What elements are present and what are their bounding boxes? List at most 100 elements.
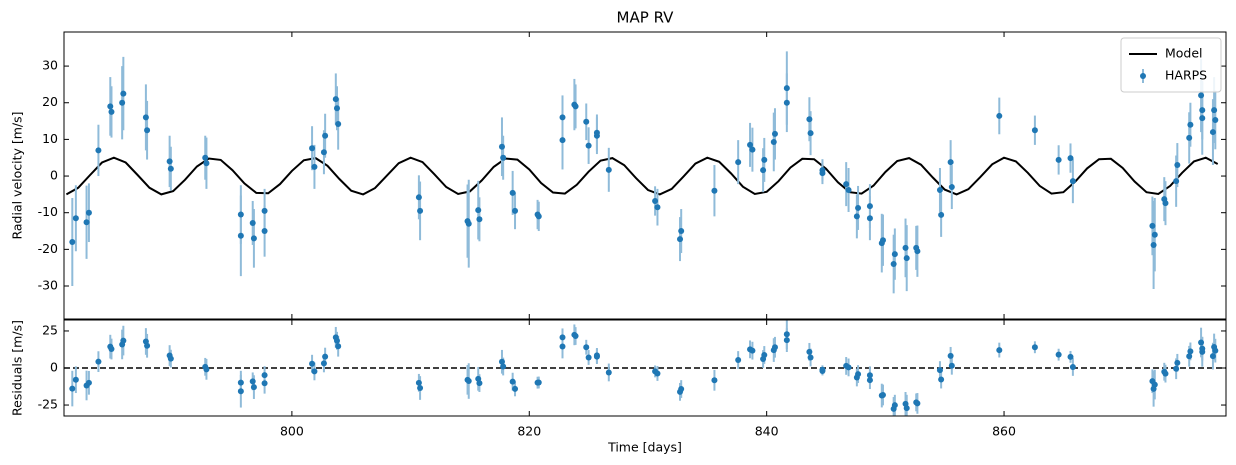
data-point bbox=[500, 154, 507, 161]
data-point bbox=[806, 348, 813, 355]
data-point bbox=[120, 337, 127, 344]
data-point bbox=[1198, 92, 1205, 99]
data-point bbox=[677, 236, 684, 243]
data-point bbox=[108, 108, 115, 115]
data-point bbox=[1149, 222, 1156, 229]
legend-swatch bbox=[1140, 73, 1146, 79]
data-point bbox=[855, 371, 862, 378]
data-point bbox=[144, 127, 151, 134]
data-point bbox=[237, 211, 244, 218]
data-point bbox=[1212, 116, 1219, 123]
data-point bbox=[1055, 351, 1062, 358]
data-point bbox=[947, 352, 954, 359]
data-point bbox=[1055, 156, 1062, 163]
data-point bbox=[948, 362, 955, 369]
data-point bbox=[559, 334, 566, 341]
data-point bbox=[866, 377, 873, 384]
data-point bbox=[559, 114, 566, 121]
data-point bbox=[203, 160, 210, 167]
data-point bbox=[120, 90, 127, 97]
data-point bbox=[783, 331, 790, 338]
data-point bbox=[465, 220, 472, 227]
data-point bbox=[1186, 353, 1193, 360]
data-point bbox=[585, 142, 592, 149]
data-point bbox=[85, 379, 92, 386]
data-point bbox=[309, 360, 316, 367]
data-point bbox=[498, 143, 505, 150]
data-point bbox=[771, 344, 778, 351]
data-point bbox=[119, 99, 126, 106]
data-point bbox=[142, 114, 149, 121]
data-point bbox=[1174, 162, 1181, 169]
data-point bbox=[535, 379, 542, 386]
data-point bbox=[1069, 363, 1076, 370]
data-point bbox=[948, 184, 955, 191]
data-point bbox=[1069, 178, 1076, 185]
data-point bbox=[512, 385, 519, 392]
data-point bbox=[735, 357, 742, 363]
data-point bbox=[167, 165, 174, 172]
data-point bbox=[1209, 353, 1216, 360]
data-point bbox=[475, 207, 482, 214]
data-point bbox=[1151, 381, 1158, 388]
x-axis-label: Time [days] bbox=[607, 440, 682, 455]
data-point bbox=[1067, 155, 1074, 162]
plot-area bbox=[65, 51, 1219, 294]
data-point bbox=[747, 141, 754, 148]
data-point bbox=[167, 355, 174, 362]
data-point bbox=[914, 248, 921, 255]
data-point bbox=[866, 372, 873, 379]
data-point bbox=[332, 96, 339, 103]
data-point bbox=[902, 244, 909, 251]
data-point bbox=[936, 186, 943, 193]
data-point bbox=[249, 219, 256, 226]
data-point bbox=[1151, 231, 1158, 238]
y-tick-label: -10 bbox=[38, 204, 58, 219]
data-point bbox=[761, 351, 768, 358]
data-point bbox=[914, 400, 921, 407]
data-point bbox=[711, 377, 718, 384]
data-point bbox=[572, 333, 579, 339]
data-point bbox=[654, 370, 661, 377]
data-point bbox=[333, 337, 340, 344]
data-point bbox=[770, 138, 777, 145]
data-point bbox=[1187, 348, 1194, 355]
data-point bbox=[509, 189, 516, 196]
y-tick-label: -30 bbox=[38, 278, 58, 293]
data-point bbox=[261, 207, 268, 214]
data-point bbox=[583, 344, 590, 351]
data-point bbox=[1199, 345, 1206, 352]
data-point bbox=[512, 207, 519, 214]
data-point bbox=[417, 385, 424, 391]
data-point bbox=[819, 170, 826, 177]
data-point bbox=[890, 261, 897, 268]
data-point bbox=[1209, 129, 1216, 136]
data-point bbox=[654, 204, 661, 211]
data-point bbox=[845, 186, 852, 193]
data-point bbox=[783, 99, 790, 106]
data-point bbox=[311, 368, 318, 375]
axes-frame bbox=[63, 31, 1227, 320]
y-tick-label: 25 bbox=[42, 322, 58, 337]
x-tick-label: 860 bbox=[992, 424, 1016, 439]
data-point bbox=[605, 166, 612, 173]
data-point bbox=[1031, 127, 1038, 134]
data-point bbox=[866, 203, 873, 210]
data-point bbox=[1212, 347, 1219, 354]
data-point bbox=[476, 216, 483, 223]
x-tick-label: 800 bbox=[280, 424, 304, 439]
y-tick-label: 20 bbox=[42, 94, 58, 109]
plot-area bbox=[64, 320, 1226, 416]
data-point bbox=[806, 116, 813, 123]
data-point bbox=[866, 215, 873, 222]
data-point bbox=[311, 163, 318, 170]
data-point bbox=[202, 154, 209, 161]
data-point bbox=[108, 346, 115, 353]
data-point bbox=[996, 347, 1003, 354]
data-point bbox=[309, 145, 316, 152]
data-point bbox=[237, 388, 244, 395]
y-axis-label: Residuals [m/s] bbox=[10, 320, 25, 416]
y-tick-label: 0 bbox=[50, 360, 58, 375]
